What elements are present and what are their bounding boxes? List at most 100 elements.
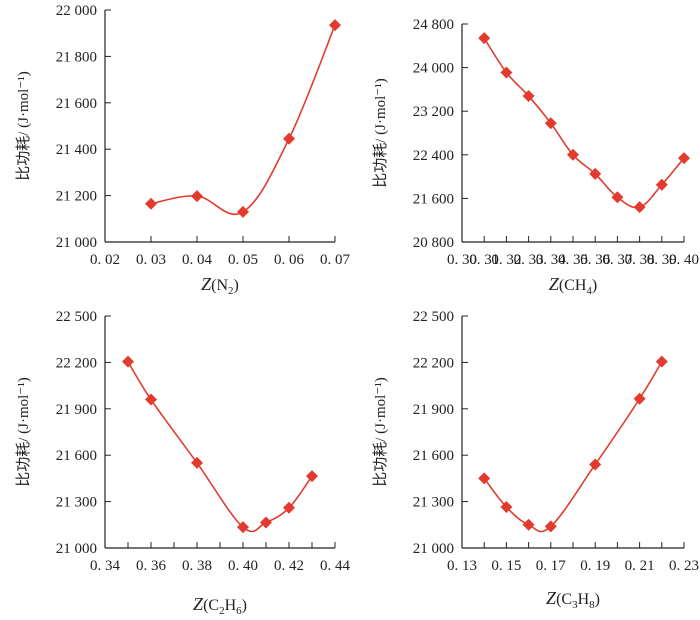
y-tick-label: 22 500 xyxy=(56,309,97,325)
data-point xyxy=(145,197,157,210)
x-tick-label: 0. 36 xyxy=(580,252,611,268)
x-axis-label-paren: ) xyxy=(595,591,600,608)
x-axis-label-paren: ( xyxy=(211,277,216,294)
x-tick-label: 0. 32 xyxy=(491,252,521,268)
x-axis-label-part: 2 xyxy=(228,285,234,297)
y-axis-label: 比功耗/ (J·mol⁻¹) xyxy=(15,71,32,181)
x-axis-label-variable: Z xyxy=(193,594,204,614)
x-tick-label: 0. 05 xyxy=(228,252,258,268)
y-tick-label: 21 600 xyxy=(56,96,97,112)
x-tick-label: 0. 34 xyxy=(536,252,567,268)
y-tick-label: 21 600 xyxy=(56,448,97,464)
data-point xyxy=(500,501,513,514)
y-tick-label: 21 200 xyxy=(56,189,97,205)
y-tick-label: 21 300 xyxy=(413,495,454,511)
x-axis-label-variable: Z xyxy=(549,274,560,294)
data-point xyxy=(655,178,668,191)
x-tick-label: 0. 39 xyxy=(647,252,677,268)
data-point xyxy=(478,32,491,45)
x-axis-label-part: 6 xyxy=(236,605,242,617)
y-tick-label: 21 900 xyxy=(56,402,97,418)
x-tick-label: 0. 02 xyxy=(90,252,120,268)
data-point xyxy=(611,191,624,204)
data-point xyxy=(478,472,491,485)
x-tick-label: 0. 07 xyxy=(320,252,351,268)
data-point xyxy=(329,19,341,32)
data-point xyxy=(500,66,513,79)
data-point xyxy=(260,516,272,529)
data-point xyxy=(655,355,668,368)
x-axis-label-part: C xyxy=(208,597,219,614)
series-line xyxy=(150,24,336,215)
x-axis-label-variable: Z xyxy=(546,588,557,608)
x-axis-label-paren: ( xyxy=(559,277,564,294)
x-tick-label: 0. 21 xyxy=(625,558,655,574)
data-point xyxy=(191,190,203,203)
x-axis-label-part: 2 xyxy=(219,605,225,617)
data-point xyxy=(589,167,602,180)
x-axis-label-paren: ) xyxy=(242,597,247,614)
y-axis-label: 比功耗/ (J·mol⁻¹) xyxy=(372,377,389,487)
data-point xyxy=(544,117,557,130)
chart-panel-2: 20 800 21 600 22 400 23 200 24 000 24 800 0. 3… xyxy=(372,17,699,297)
x-axis-label-part: 4 xyxy=(586,285,592,297)
x-axis-label-part: 3 xyxy=(572,599,578,611)
data-point xyxy=(122,355,134,368)
y-tick-label: 21 000 xyxy=(413,541,454,557)
x-tick-label: 0. 04 xyxy=(182,252,213,268)
x-tick-label: 0. 17 xyxy=(536,558,567,574)
x-tick-label: 0. 30 xyxy=(447,252,477,268)
x-tick-label: 0. 33 xyxy=(514,252,544,268)
data-point xyxy=(306,470,318,483)
y-tick-label: 24 800 xyxy=(413,17,454,33)
y-axis-label: 比功耗/ (J·mol⁻¹) xyxy=(15,377,32,487)
x-axis-label-part: H xyxy=(578,591,590,608)
y-tick-label: 21 000 xyxy=(56,541,97,557)
x-tick-label: 0. 13 xyxy=(447,558,477,574)
x-tick-label: 0. 38 xyxy=(625,252,655,268)
x-tick-label: 0. 23 xyxy=(669,558,699,574)
data-point xyxy=(283,501,295,514)
y-tick-label: 22 200 xyxy=(413,355,454,371)
y-tick-label: 21 900 xyxy=(413,402,454,418)
x-tick-label: 0. 19 xyxy=(580,558,610,574)
x-axis-label: Z(CH4) xyxy=(549,274,597,297)
x-axis-label-paren: ) xyxy=(234,277,239,294)
series-line xyxy=(483,37,685,209)
y-tick-label: 21 000 xyxy=(56,235,97,251)
x-axis-label: Z(N2) xyxy=(201,274,239,297)
x-tick-label: 0. 03 xyxy=(136,252,166,268)
data-point xyxy=(522,89,535,102)
y-axis-label: 比功耗/ (J·mol⁻¹) xyxy=(372,78,389,188)
y-tick-label: 21 400 xyxy=(56,142,97,158)
x-axis-label: Z(C3H8) xyxy=(546,588,600,611)
x-axis-label-part: CH xyxy=(564,277,587,294)
data-point xyxy=(283,132,295,145)
data-point xyxy=(237,205,249,218)
x-axis-label-paren: ( xyxy=(203,597,208,614)
y-tick-label: 21 800 xyxy=(56,49,97,65)
x-axis-label-paren: ) xyxy=(592,277,597,294)
data-point xyxy=(589,458,602,471)
chart-panel-3: 21 000 21 300 21 600 21 900 22 200 22 500 0. 3… xyxy=(15,309,351,617)
x-axis-label-part: C xyxy=(561,591,572,608)
y-tick-label: 21 300 xyxy=(56,495,97,511)
y-tick-label: 20 800 xyxy=(413,235,454,251)
data-point xyxy=(678,152,690,165)
data-point xyxy=(145,393,157,406)
x-tick-label: 0. 31 xyxy=(469,252,499,268)
chart-panel-1: 21 000 21 200 21 400 21 600 21 800 22 000 0. 0… xyxy=(15,3,351,297)
data-point xyxy=(191,456,203,469)
y-tick-label: 24 000 xyxy=(413,61,454,77)
data-point xyxy=(633,392,646,405)
y-tick-label: 21 600 xyxy=(413,448,454,464)
x-axis-label-part: H xyxy=(225,597,237,614)
chart-panel-4: 21 000 21 300 21 600 21 900 22 200 22 500 0. 1… xyxy=(372,309,699,611)
data-point xyxy=(633,201,646,214)
x-axis-label-variable: Z xyxy=(201,274,212,294)
x-axis-label-paren: ( xyxy=(556,591,561,608)
series-line xyxy=(127,361,313,533)
x-tick-label: 0. 38 xyxy=(182,558,212,574)
x-tick-label: 0. 44 xyxy=(320,558,351,574)
